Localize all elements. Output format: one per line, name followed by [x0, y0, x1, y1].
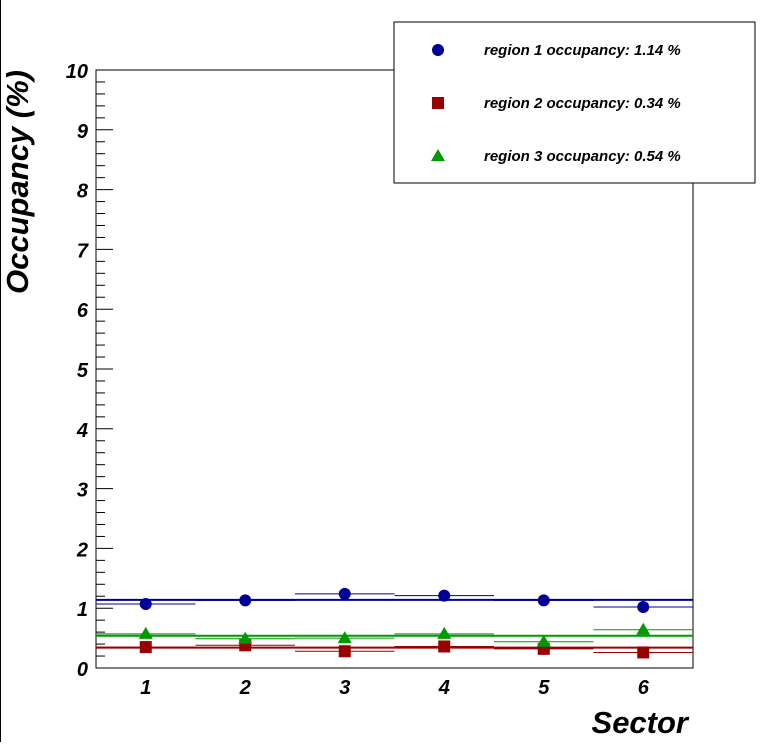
series-2-point — [637, 646, 650, 659]
series-1-point — [537, 594, 550, 607]
legend-entry-2: region 2 occupancy: 0.34 % — [484, 95, 681, 112]
series-3-point — [536, 634, 551, 647]
y-tick-label: 1 — [77, 599, 88, 621]
series-2-point — [338, 645, 351, 658]
x-tick-label: 5 — [538, 677, 550, 699]
series-1-point — [438, 589, 451, 602]
y-tick-label: 5 — [77, 360, 89, 382]
x-tick-label: 6 — [638, 677, 650, 699]
y-tick-label: 7 — [77, 240, 89, 262]
y-tick-label: 9 — [77, 121, 89, 143]
series-2-point — [139, 641, 152, 654]
series-1-point — [637, 601, 650, 614]
legend-marker-circle — [432, 44, 444, 56]
series-1-point — [239, 594, 252, 607]
legend-marker-square — [432, 97, 444, 109]
x-axis-title: Sector — [592, 705, 690, 740]
legend-entry-3: region 3 occupancy: 0.54 % — [484, 148, 681, 165]
legend-entry-1: region 1 occupancy: 1.14 % — [484, 42, 681, 59]
legend: region 1 occupancy: 1.14 % region 2 occup… — [393, 21, 756, 184]
y-tick-label: 6 — [77, 300, 89, 322]
series-2-point — [438, 640, 451, 653]
legend-marker-triangle — [431, 149, 445, 161]
series-1-point — [338, 587, 351, 600]
y-tick-label: 8 — [77, 181, 89, 203]
y-tick-label: 3 — [77, 480, 88, 502]
legend-box — [393, 21, 756, 184]
y-tick-label: 2 — [76, 539, 88, 561]
y-axis-title: Occupancy (%) — [0, 70, 35, 294]
y-tick-label: 4 — [76, 420, 88, 442]
series-3-point — [437, 626, 452, 639]
x-tick-label: 2 — [239, 677, 251, 699]
series-3-point — [138, 626, 153, 639]
series-3-point — [636, 622, 651, 635]
series-3-point — [238, 631, 253, 644]
series-3-point — [337, 631, 352, 644]
x-tick-label: 1 — [140, 677, 151, 699]
y-tick-label: 10 — [66, 61, 88, 83]
y-tick-label: 0 — [77, 659, 88, 681]
x-tick-label: 3 — [339, 677, 350, 699]
series-1-point — [139, 598, 152, 611]
x-tick-label: 4 — [438, 677, 450, 699]
